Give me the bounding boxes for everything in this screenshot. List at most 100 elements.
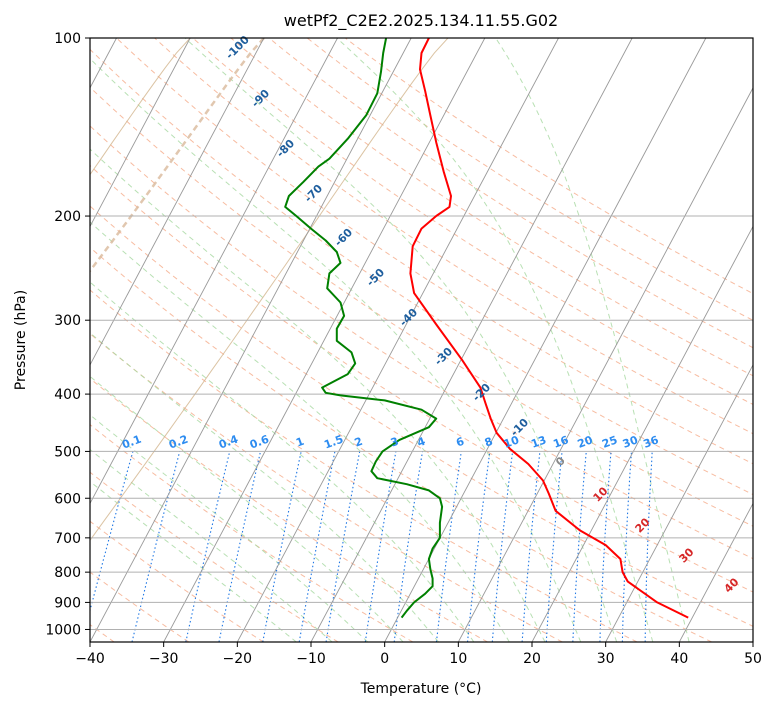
grid-lines <box>90 38 753 642</box>
mixing-ratio-label: 8 <box>483 435 495 450</box>
mixing-ratio-line <box>572 451 587 642</box>
temperature-line <box>409 38 689 619</box>
x-tick-label: −20 <box>223 651 253 667</box>
dry-adiabat-line <box>90 377 488 642</box>
dry-adiabat-line <box>192 38 753 405</box>
x-tick-label: −30 <box>149 651 179 667</box>
dry-adiabat-line <box>90 125 753 560</box>
mixing-ratio-label: 0.2 <box>167 433 190 452</box>
mixing-ratio-label: 2 <box>353 435 365 450</box>
background-lines <box>90 38 753 642</box>
mixing-ratio-label: 1 <box>294 435 306 450</box>
y-tick-label: 1000 <box>45 622 81 638</box>
mixing-ratio-label: 4 <box>415 435 427 450</box>
x-tick-label: 40 <box>670 651 688 667</box>
y-tick-label: 400 <box>54 387 81 403</box>
mixing-ratio-line <box>364 451 397 642</box>
mixing-ratio-line <box>393 451 424 642</box>
axes: −40 −30 −20 −10 0 10 20 30 40 5010020030040050060… <box>45 31 762 667</box>
y-tick-label: 900 <box>54 595 81 611</box>
isotherm-label: -70 <box>302 182 325 205</box>
moist-adiabat-line <box>90 221 510 642</box>
moist-adiabat-line <box>90 414 369 642</box>
y-tick-label: 600 <box>54 491 81 507</box>
plot-frame <box>89 37 754 643</box>
moist-adiabat-line <box>90 480 297 642</box>
moist-adiabat-line <box>90 281 475 642</box>
mixing-ratio-line <box>491 451 514 642</box>
y-tick-label: 200 <box>54 209 81 225</box>
mixing-ratio-label: 25 <box>600 433 619 450</box>
isotherm-label: -20 <box>470 381 493 404</box>
mixing-ratio-label: 13 <box>529 433 548 450</box>
mixing-ratio-line <box>644 451 653 642</box>
chart-title: wetPf2_C2E2.2025.134.11.55.G02 <box>284 11 558 31</box>
mixing-ratio-line <box>325 451 361 642</box>
isotherm-label: 0 <box>553 454 568 469</box>
x-tick-label: 50 <box>744 651 762 667</box>
mixing-ratio-line <box>599 451 612 642</box>
reference-curve <box>90 38 265 273</box>
dry-adiabat-line <box>90 164 753 593</box>
dry-adiabat-line <box>90 86 753 527</box>
mixing-ratio-label: 20 <box>576 433 595 451</box>
isotherm-line <box>605 363 753 642</box>
isotherm-line <box>90 38 265 366</box>
isotherm-label: -40 <box>397 306 420 329</box>
isotherm-line <box>90 38 191 228</box>
mixing-ratio-line <box>621 451 633 642</box>
isotherm-label: -90 <box>249 87 272 110</box>
isotherm-label: -30 <box>432 345 455 368</box>
isotherm-label: -50 <box>364 266 387 289</box>
dry-adiabat-line <box>90 289 638 642</box>
dry-adiabat-line <box>90 205 753 627</box>
x-tick-label: −40 <box>75 651 105 667</box>
mixing-ratio-label: 30 <box>621 433 640 451</box>
mixing-ratio-label: 0.4 <box>217 433 240 452</box>
mixing-ratio-line <box>466 451 491 642</box>
moist-adiabat-line <box>90 448 333 642</box>
isotherm-line <box>457 86 753 642</box>
reference-curve <box>90 38 449 542</box>
isotherm-label: -80 <box>274 137 297 160</box>
y-tick-label: 800 <box>54 565 81 581</box>
x-tick-label: −10 <box>296 651 326 667</box>
x-tick-label: 20 <box>523 651 541 667</box>
mixing-ratio-label: 6 <box>454 435 466 450</box>
isotherm-line <box>531 225 753 642</box>
isotherm-line <box>678 502 753 642</box>
y-tick-label: 300 <box>54 313 81 329</box>
isotherm-line <box>236 38 559 642</box>
dry-adiabat-line <box>230 38 753 377</box>
isotherm-label: 20 <box>633 515 653 535</box>
dry-adiabat-line <box>90 471 339 642</box>
mixing-ratio-line <box>262 451 302 642</box>
moist-adiabat-line <box>90 375 404 642</box>
reference-curve <box>90 38 191 176</box>
dry-adiabat-line <box>90 48 753 496</box>
dry-adiabat-line <box>90 520 264 642</box>
chart-title-group: wetPf2_C2E2.2025.134.11.55.G02 <box>284 11 558 31</box>
isotherm-line <box>163 38 486 642</box>
mixing-ratio-label: 10 <box>502 433 521 451</box>
moist-adiabat-line <box>184 38 618 642</box>
y-tick-label: 500 <box>54 444 81 460</box>
moist-adiabat-line <box>495 38 690 642</box>
isotherm-line <box>310 38 633 642</box>
mixing-ratio-line <box>131 451 181 642</box>
mixing-ratio-label: 36 <box>642 433 661 451</box>
dry-adiabat-line <box>153 38 753 435</box>
mixing-ratio-line <box>90 451 134 613</box>
dry-adiabat-line <box>115 38 753 465</box>
isotherm-label: 30 <box>677 545 697 565</box>
mixing-ratio-label: 16 <box>551 433 570 451</box>
dry-adiabat-line <box>344 38 753 295</box>
y-tick-label: 700 <box>54 531 81 547</box>
moist-adiabat-line <box>336 38 654 642</box>
mixing-ratio-label: 3 <box>389 435 401 450</box>
x-tick-label: 30 <box>597 651 615 667</box>
mixing-ratio-lines <box>90 451 653 642</box>
x-tick-label: 0 <box>380 651 389 667</box>
moist-adiabat-line <box>90 332 439 642</box>
